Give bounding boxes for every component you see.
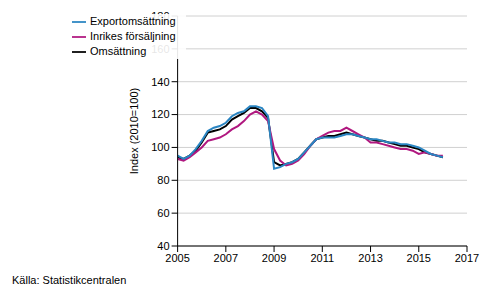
svg-text:40: 40 [157, 240, 169, 252]
svg-text:140: 140 [151, 76, 169, 88]
svg-text:180: 180 [151, 10, 169, 22]
svg-text:2015: 2015 [407, 252, 431, 264]
svg-text:2017: 2017 [455, 252, 479, 264]
svg-text:80: 80 [157, 174, 169, 186]
svg-text:60: 60 [157, 207, 169, 219]
svg-text:160: 160 [151, 43, 169, 55]
svg-text:2013: 2013 [358, 252, 382, 264]
svg-text:2007: 2007 [214, 252, 238, 264]
svg-text:2009: 2009 [262, 252, 286, 264]
svg-text:Index (2010=100): Index (2010=100) [128, 88, 140, 175]
svg-text:2005: 2005 [165, 252, 189, 264]
svg-text:2011: 2011 [310, 252, 334, 264]
svg-text:120: 120 [151, 108, 169, 120]
svg-text:100: 100 [151, 141, 169, 153]
